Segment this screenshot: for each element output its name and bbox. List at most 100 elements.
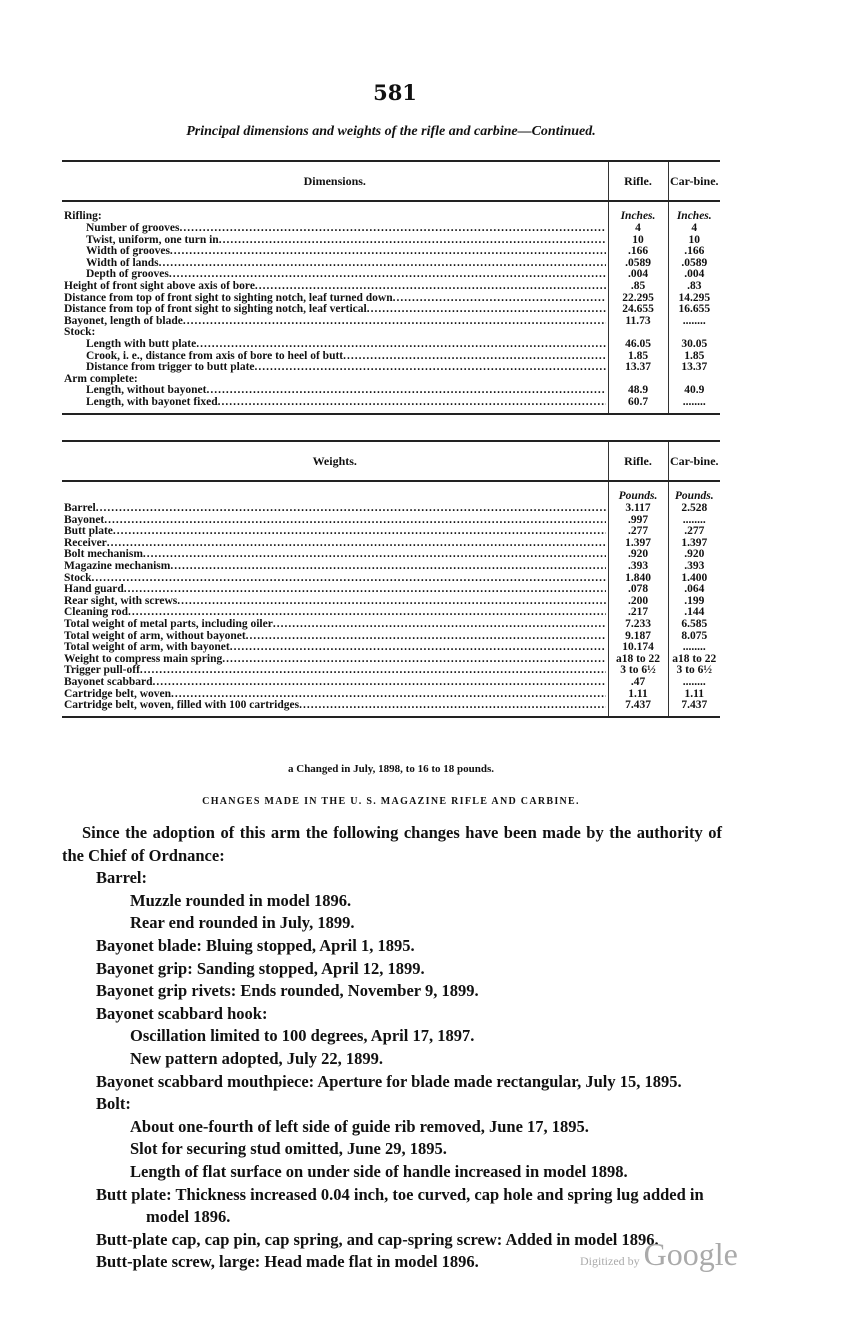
column-header-carbine: Car-bine. xyxy=(667,440,720,482)
row-label-text: Hand guard xyxy=(64,583,124,596)
rifle-value: 48.9 xyxy=(607,385,668,397)
row-label-text: Cartridge belt, woven xyxy=(64,687,171,700)
row-label-text: Receiver xyxy=(64,536,107,549)
row-label: Crook, i. e., distance from axis of bore… xyxy=(62,349,608,363)
body-line: Bayonet blade: Bluing stopped, April 1, … xyxy=(96,935,415,955)
carbine-value: .920 xyxy=(667,549,720,561)
row-label-text: Weight to compress main spring xyxy=(64,652,223,665)
row-label-text: Cleaning rod xyxy=(64,606,129,619)
rifle-value: .85 xyxy=(607,280,668,293)
table-row: Stock: xyxy=(62,327,720,339)
table-row: Distance from trigger to butt plate 13.37… xyxy=(62,362,720,374)
leader-dots xyxy=(246,631,606,643)
table-row: Width of lands .0589.0589 xyxy=(62,257,720,270)
body-text: Since the adoption of this arm the follo… xyxy=(62,822,722,1274)
carbine-value: 1.400 xyxy=(667,572,720,585)
carbine-value: 1.397 xyxy=(667,537,720,550)
row-label: Width of grooves xyxy=(62,246,608,258)
leader-dots xyxy=(219,235,606,247)
body-line: Bayonet grip: Sanding stopped, April 12,… xyxy=(96,958,425,978)
google-logo: Google xyxy=(643,1236,738,1272)
row-label: Twist, uniform, one turn in xyxy=(62,234,608,247)
carbine-value: .199 xyxy=(667,595,720,608)
rifle-value: .217 xyxy=(607,607,668,619)
row-label-text: Number of grooves xyxy=(86,222,180,234)
leader-dots xyxy=(140,665,606,677)
row-label: Total weight of arm, without bayonet xyxy=(62,629,608,643)
column-header-dimensions: Dimensions. xyxy=(62,160,608,202)
rifle-value: 3.117 xyxy=(607,502,668,515)
leader-dots xyxy=(343,351,605,363)
leader-dots xyxy=(153,677,606,689)
leader-dots xyxy=(196,339,605,351)
carbine-value: 7.437 xyxy=(667,699,720,718)
row-label: Total weight of metal parts, including o… xyxy=(62,618,608,631)
rifle-value: .277 xyxy=(607,526,668,538)
body-line: Butt-plate cap, cap pin, cap spring, and… xyxy=(96,1229,659,1249)
row-label-text: Distance from top of front sight to sigh… xyxy=(64,291,393,304)
dimensions-table: Dimensions. Rifle. Car-bine. Rifling: Inc… xyxy=(62,160,720,415)
carbine-value: .0589 xyxy=(667,257,720,270)
rifle-value: 60.7 xyxy=(607,396,668,415)
table-row: Weight to compress main spring a18 to 22a… xyxy=(62,652,720,666)
body-line: About one-fourth of left side of guide r… xyxy=(130,1116,589,1136)
leader-dots xyxy=(159,258,606,270)
section-heading: CHANGES MADE IN THE U. S. MAGAZINE RIFLE… xyxy=(202,796,580,807)
rifle-value: 24.655 xyxy=(607,304,668,316)
table-row: Rear sight, with screws .200.199 xyxy=(62,595,720,608)
rifle-value: 22.295 xyxy=(607,292,668,305)
carbine-value: ........ xyxy=(667,315,720,328)
carbine-value: 40.9 xyxy=(667,385,720,397)
table-row: Rifling: Inches. Inches. xyxy=(62,201,720,223)
carbine-value: Inches. xyxy=(667,201,720,223)
table-row: Bayonet scabbard .47........ xyxy=(62,676,720,689)
row-label: Cleaning rod xyxy=(62,607,608,619)
rifle-value: 46.05 xyxy=(607,338,668,351)
carbine-value: a18 to 22 xyxy=(667,653,720,666)
rifle-value: 3 to 6½ xyxy=(607,665,668,677)
carbine-value: 13.37 xyxy=(667,362,720,374)
rifle-value: .920 xyxy=(607,549,668,561)
carbine-value: ........ xyxy=(667,642,720,654)
row-label-text: Crook, i. e., distance from axis of bore… xyxy=(86,349,344,362)
row-label-text: Total weight of arm, without bayonet xyxy=(64,629,246,642)
leader-dots xyxy=(367,304,606,316)
row-label: Number of grooves xyxy=(62,222,608,235)
row-label-text: Trigger pull-off xyxy=(64,664,140,677)
table-row: Magazine mechanism .393.393 xyxy=(62,560,720,573)
row-label: Rear sight, with screws xyxy=(62,595,608,608)
carbine-value xyxy=(667,327,720,339)
table-row: Bayonet .997........ xyxy=(62,514,720,527)
carbine-value: .144 xyxy=(667,607,720,619)
rifle-value: 10 xyxy=(607,234,668,247)
table-caption: Principal dimensions and weights of the … xyxy=(186,124,596,139)
rifle-value: .47 xyxy=(607,676,668,689)
rifle-value: 9.187 xyxy=(607,630,668,643)
row-label: Total weight of arm, with bayonet xyxy=(62,642,608,654)
rifle-value: a18 to 22 xyxy=(607,653,668,666)
rifle-value xyxy=(607,373,668,386)
row-label-text: Bayonet, length of blade xyxy=(64,314,183,327)
rifle-value: 4 xyxy=(607,222,668,235)
row-label-text: Butt plate xyxy=(64,525,113,538)
rifle-value: .166 xyxy=(607,246,668,258)
leader-dots xyxy=(170,561,605,573)
row-label: Barrel xyxy=(62,502,608,515)
row-label-text: Distance from trigger to butt plate xyxy=(86,361,255,374)
row-label: Cartridge belt, woven, filled with 100 c… xyxy=(62,699,608,718)
table-row: Length, without bayonet 48.940.9 xyxy=(62,385,720,397)
row-label-text: Cartridge belt, woven, filled with 100 c… xyxy=(64,699,300,712)
google-watermark: Digitized by Google xyxy=(580,1236,738,1273)
carbine-value: 14.295 xyxy=(667,292,720,305)
body-line: Bayonet scabbard hook: xyxy=(96,1003,268,1023)
rifle-value: .393 xyxy=(607,560,668,573)
carbine-value: .83 xyxy=(667,280,720,293)
row-label: Bolt mechanism xyxy=(62,549,608,561)
rifle-value: 1.85 xyxy=(607,350,668,363)
row-label-text: Arm complete: xyxy=(64,372,138,385)
table-row: Total weight of arm, with bayonet 10.174.… xyxy=(62,642,720,654)
rifle-value: 11.73 xyxy=(607,315,668,328)
table-row: Depth of grooves .004.004 xyxy=(62,269,720,281)
